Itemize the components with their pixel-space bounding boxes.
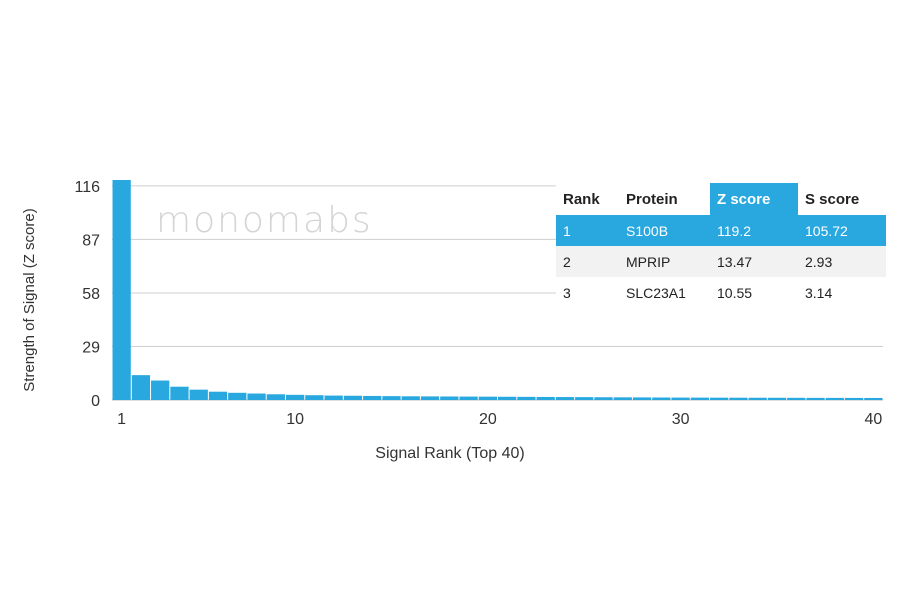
- watermark: monomabs: [156, 200, 373, 241]
- bar-30: [671, 397, 690, 400]
- bar-14: [363, 395, 382, 400]
- bar-13: [343, 395, 363, 400]
- bar-9: [266, 394, 285, 400]
- bar-27: [613, 397, 632, 400]
- y-tick-labels: 0 29 58 87 116: [74, 179, 100, 410]
- x-tick-label: 40: [864, 411, 882, 428]
- bar-12: [324, 395, 343, 400]
- bar-15: [382, 396, 401, 400]
- bar-11: [305, 395, 324, 400]
- bar-34: [748, 397, 767, 400]
- table-header-rank: Rank: [563, 191, 600, 208]
- y-tick-label: 116: [74, 179, 100, 196]
- y-tick-label: 87: [82, 232, 100, 249]
- bar-23: [536, 396, 555, 400]
- bar-38: [825, 397, 844, 400]
- bar-26: [594, 397, 613, 400]
- bar-2: [131, 375, 151, 400]
- bar-6: [208, 391, 228, 400]
- table-cell: SLC23A1: [626, 285, 686, 301]
- table-cell: 119.2: [717, 223, 751, 239]
- table-row-bg: [556, 246, 886, 277]
- bar-4: [170, 386, 189, 400]
- table-header-s-score: S score: [805, 191, 859, 208]
- table-cell: 1: [563, 223, 571, 239]
- table-cell: 13.47: [717, 254, 752, 270]
- bar-16: [401, 396, 420, 400]
- bar-39: [844, 397, 864, 400]
- results-table: Rank Protein Z score S score 1 S100B 119.2 105.…: [556, 183, 886, 308]
- bar-18: [440, 396, 459, 400]
- bar-24: [555, 397, 575, 400]
- table-cell: 3.14: [805, 285, 832, 301]
- bar-25: [575, 397, 594, 400]
- bar-7: [228, 392, 247, 400]
- x-axis-label: Signal Rank (Top 40): [375, 445, 524, 462]
- x-tick-label: 1: [117, 411, 126, 428]
- bar-36: [787, 397, 806, 400]
- table-cell: 2.93: [805, 254, 832, 270]
- bar-32: [710, 397, 729, 400]
- table-cell: 105.72: [805, 223, 848, 239]
- y-tick-label: 0: [91, 393, 100, 410]
- bar-22: [517, 396, 536, 400]
- header-highlight: [710, 183, 798, 215]
- bar-40: [864, 397, 883, 400]
- x-tick-labels: 1 10 20 30 40: [117, 411, 882, 428]
- bar-3: [151, 380, 170, 400]
- bar-19: [459, 396, 478, 400]
- x-tick-label: 10: [286, 411, 304, 428]
- bar-10: [285, 394, 305, 400]
- table-cell: 2: [563, 254, 571, 270]
- bar-33: [729, 397, 748, 400]
- bar-21: [498, 396, 517, 400]
- table-cell: 3: [563, 285, 571, 301]
- bar-1: [112, 180, 131, 400]
- y-tick-label: 29: [82, 339, 100, 356]
- bar-8: [247, 393, 266, 400]
- table-cell: 10.55: [717, 285, 752, 301]
- x-tick-label: 20: [479, 411, 497, 428]
- bars: [112, 180, 883, 400]
- table-header-z-score: Z score: [717, 191, 770, 208]
- bar-5: [189, 389, 208, 400]
- table-cell: MPRIP: [626, 254, 670, 270]
- table-row-bg: [556, 277, 886, 308]
- bar-17: [420, 396, 440, 400]
- bar-35: [767, 397, 787, 400]
- bar-37: [806, 397, 825, 400]
- y-tick-label: 58: [82, 286, 100, 303]
- y-axis-label: Strength of Signal (Z score): [21, 208, 38, 391]
- table-cell: S100B: [626, 223, 668, 239]
- bar-29: [652, 397, 671, 400]
- bar-28: [632, 397, 652, 400]
- table-row-bg: [556, 215, 886, 246]
- bar-20: [478, 396, 497, 400]
- bar-31: [690, 397, 710, 400]
- x-tick-label: 30: [672, 411, 690, 428]
- table-header-protein: Protein: [626, 191, 678, 208]
